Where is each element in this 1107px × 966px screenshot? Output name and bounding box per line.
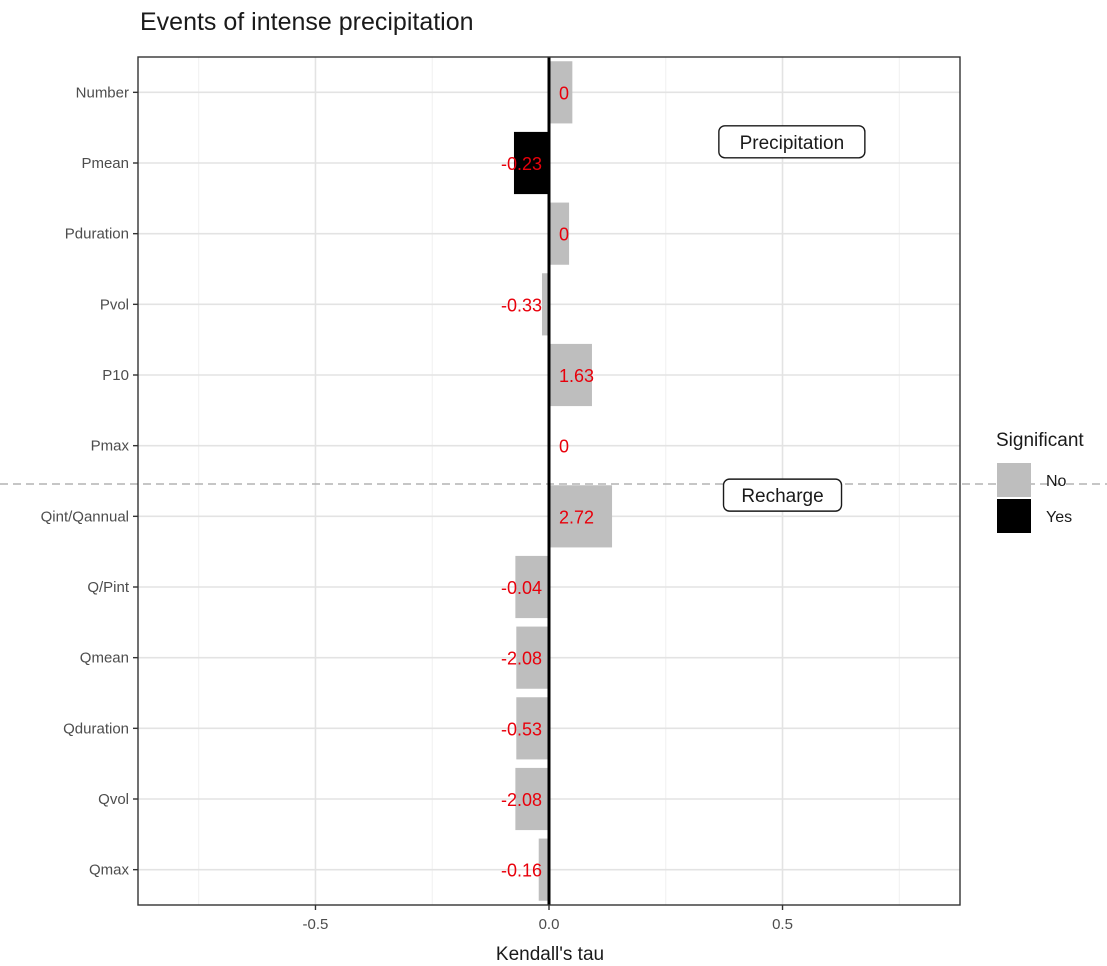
bar-number [549, 61, 573, 124]
axes-layer: Number Pmean Pduration Pvol P10 Pmax Qint/Qann… [41, 56, 961, 965]
legend-title: Significant [996, 430, 1084, 451]
y-tick-label: Pmean [81, 155, 129, 172]
annotation-box [718, 125, 866, 159]
x-axis-label: Kendall's tau [496, 944, 604, 965]
data-label: 2.72 [559, 507, 594, 527]
annotation-box [722, 478, 843, 512]
bar-pvol [541, 273, 549, 336]
bar-q-pint [515, 555, 549, 619]
bar-qvol [515, 767, 549, 831]
y-tick-label: Number [76, 84, 129, 101]
bar-pmean [513, 131, 549, 195]
legend: Significant No Yes [996, 430, 1084, 533]
y-tick-label: Qduration [63, 720, 129, 737]
bar-p10 [549, 343, 592, 407]
x-tick-label: 0.0 [539, 916, 560, 933]
data-label: 1.63 [559, 366, 594, 386]
group-annotation-precipitation: Precipitation [718, 125, 866, 159]
bar-qint-qannual [549, 485, 613, 548]
data-label: -0.16 [501, 861, 542, 881]
legend-swatch-yes [997, 499, 1031, 533]
legend-swatch-no [997, 463, 1031, 497]
data-label: 0 [559, 83, 569, 103]
data-label: -2.08 [501, 649, 542, 669]
y-tick-label: Qvol [98, 791, 129, 808]
y-tick-label: Pduration [65, 226, 129, 243]
y-tick-label: Qmax [89, 862, 130, 879]
bar-pduration [549, 202, 570, 265]
bar-qmax [538, 838, 549, 901]
data-label: 0 [559, 437, 569, 457]
legend-label-yes: Yes [1046, 509, 1072, 526]
data-label: -0.23 [501, 154, 542, 174]
chart-title: Events of intense precipitation [140, 8, 474, 36]
y-tick-label: Q/Pint [87, 579, 130, 596]
y-tick-label: Pmax [91, 438, 130, 455]
annotation-label: Recharge [741, 486, 823, 507]
y-tick-label: Pvol [100, 296, 129, 313]
bar-qmean [516, 626, 549, 689]
annotation-label: Precipitation [740, 133, 845, 154]
bar-qduration [516, 697, 549, 760]
data-label: -2.08 [501, 790, 542, 810]
data-labels-layer: 0 -0.23 0 -0.33 1.63 0 2.72 -0.04 -2.08 -0.53 -2.0… [501, 83, 594, 880]
data-label: -0.53 [501, 719, 542, 739]
y-tick-label: P10 [102, 367, 129, 384]
bars-layer [513, 61, 613, 901]
group-annotation-recharge: Recharge [722, 478, 843, 512]
y-tick-label: Qmean [80, 650, 129, 667]
data-label: -0.33 [501, 295, 542, 315]
data-label: -0.04 [501, 578, 542, 598]
data-label: 0 [559, 225, 569, 245]
x-tick-label: 0.5 [772, 916, 793, 933]
legend-label-no: No [1046, 473, 1067, 490]
plot-panel [0, 57, 1107, 905]
x-tick-label: -0.5 [303, 916, 329, 933]
y-tick-label: Qint/Qannual [41, 508, 129, 525]
